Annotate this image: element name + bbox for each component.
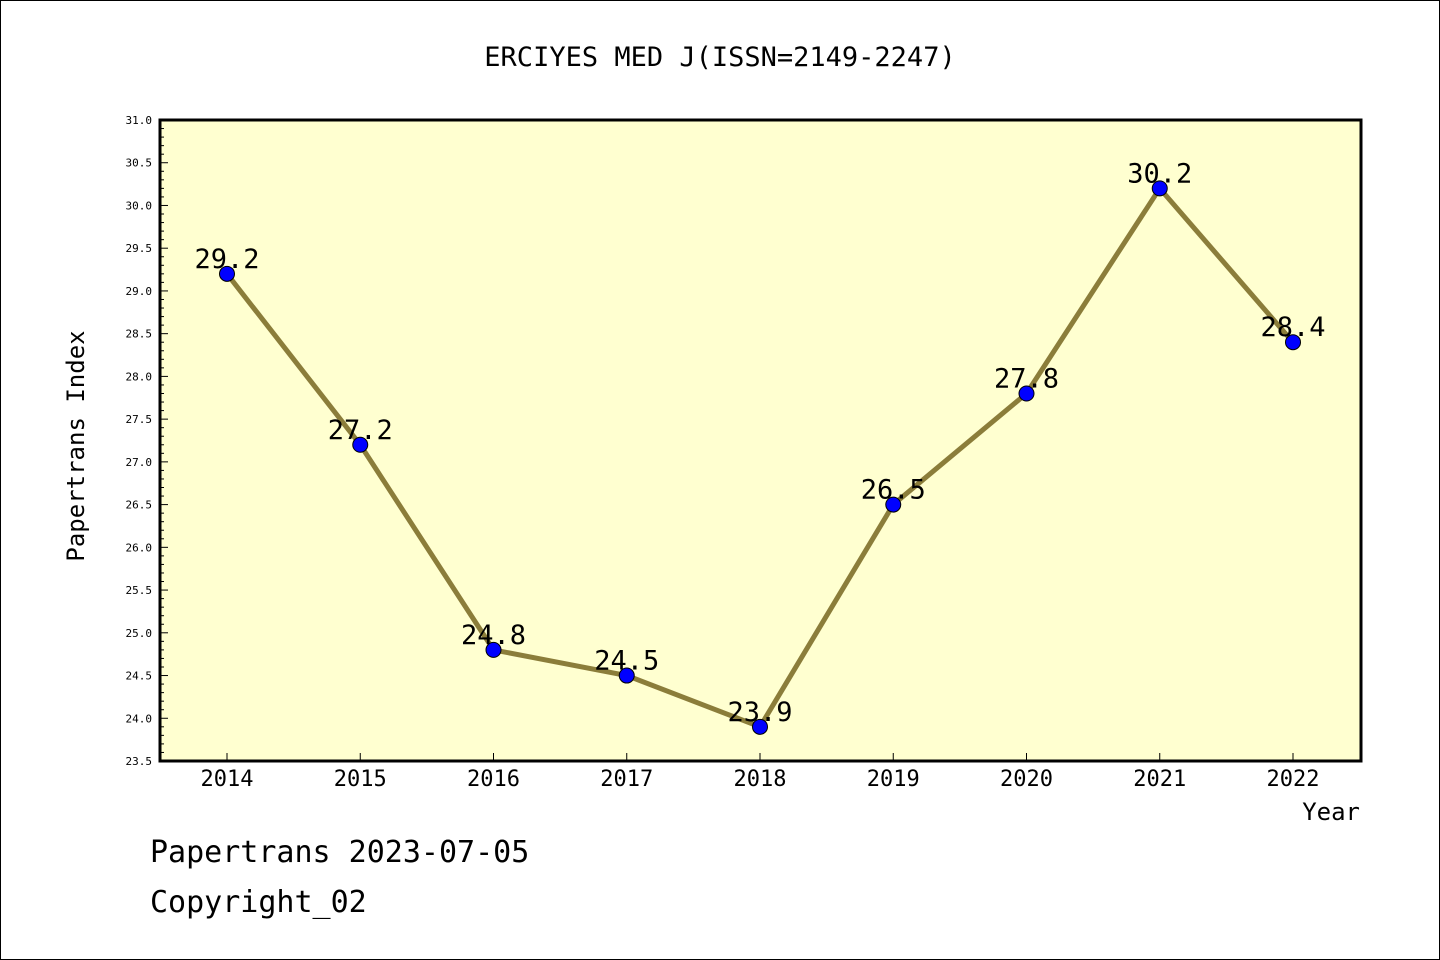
data-label: 29.2 bbox=[194, 244, 259, 275]
data-point bbox=[485, 641, 502, 658]
x-tick-label: 2021 bbox=[1133, 767, 1186, 792]
y-tick-label: 31.0 bbox=[126, 114, 153, 127]
data-point bbox=[618, 667, 635, 684]
y-tick-label: 24.0 bbox=[126, 712, 153, 725]
x-tick-label: 2022 bbox=[1267, 767, 1320, 792]
y-tick-label: 26.0 bbox=[126, 541, 153, 554]
data-label: 24.5 bbox=[594, 646, 659, 677]
x-tick-label: 2018 bbox=[734, 767, 787, 792]
data-point bbox=[219, 265, 235, 282]
footer-copyright: Copyright_02 bbox=[150, 885, 367, 920]
y-tick-label: 26.5 bbox=[126, 499, 153, 512]
y-tick-label: 24.5 bbox=[126, 670, 153, 683]
data-point bbox=[1285, 334, 1301, 351]
data-label: 23.9 bbox=[727, 697, 792, 728]
footer-date: Papertrans 2023-07-05 bbox=[150, 835, 530, 870]
y-tick-label: 29.0 bbox=[126, 285, 153, 298]
y-tick-label: 27.0 bbox=[126, 456, 153, 469]
y-axis-label: Papertrans Index bbox=[62, 330, 90, 561]
y-tick-label: 23.5 bbox=[126, 755, 153, 768]
y-tick-label: 25.5 bbox=[126, 584, 153, 597]
data-point bbox=[752, 718, 768, 735]
data-point bbox=[352, 436, 369, 453]
y-tick-label: 30.0 bbox=[126, 199, 153, 212]
data-label: 30.2 bbox=[1127, 158, 1192, 189]
data-label: 27.8 bbox=[994, 363, 1059, 394]
data-point bbox=[1151, 180, 1168, 197]
x-tick-label: 2017 bbox=[600, 767, 653, 792]
y-axis-ticks: 23.5 24.0 24.5 25.0 25.5 26.0 26.5 27.0 27.5 28.0… bbox=[126, 114, 168, 768]
x-tick-label: 2015 bbox=[334, 767, 387, 792]
y-tick-label: 30.5 bbox=[126, 157, 153, 170]
x-axis-ticks: 2014 2015 2016 2017 2018 2019 2020 2021 2022 bbox=[201, 753, 1320, 792]
y-tick-label: 28.0 bbox=[126, 370, 153, 383]
y-tick-label: 29.5 bbox=[126, 242, 153, 255]
data-label: 24.8 bbox=[461, 620, 526, 651]
series-layer: 29.2 27.2 24.8 24.5 23.9 26.5 27.8 30.2 28.4 bbox=[194, 158, 1326, 735]
data-point bbox=[1018, 385, 1035, 402]
x-tick-label: 2014 bbox=[201, 767, 254, 792]
data-label: 27.2 bbox=[328, 415, 393, 446]
plot-border bbox=[158, 118, 1363, 763]
x-tick-label: 2020 bbox=[1000, 767, 1053, 792]
x-axis-label: Year bbox=[1302, 798, 1360, 826]
y-tick-label: 25.0 bbox=[126, 627, 153, 640]
y-tick-label: 27.5 bbox=[126, 413, 153, 426]
data-point bbox=[885, 496, 902, 513]
data-label: 26.5 bbox=[861, 475, 926, 506]
x-tick-label: 2016 bbox=[467, 767, 520, 792]
x-tick-label: 2019 bbox=[867, 767, 920, 792]
data-label: 28.4 bbox=[1260, 312, 1325, 343]
y-tick-label: 28.5 bbox=[126, 328, 153, 341]
chart-title: ERCIYES MED J(ISSN=2149-2247) bbox=[484, 42, 955, 73]
